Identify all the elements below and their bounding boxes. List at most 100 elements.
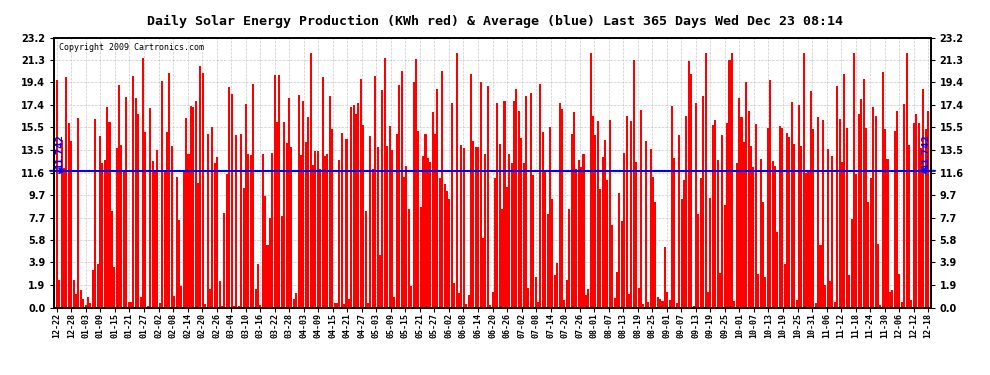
Bar [487,86,489,308]
Bar [734,301,736,307]
Bar [834,302,836,307]
Bar [901,302,903,307]
Bar [812,129,815,308]
Bar [477,147,479,308]
Bar [170,146,173,308]
Bar [219,281,221,308]
Bar [786,133,788,308]
Bar [544,170,546,308]
Bar [636,162,638,308]
Bar [599,189,601,308]
Bar [458,293,460,308]
Bar [656,297,658,307]
Bar [815,303,817,307]
Bar [705,53,707,307]
Bar [118,85,120,308]
Bar [156,150,158,308]
Bar [561,109,563,307]
Bar [808,171,810,308]
Bar [293,298,295,307]
Bar [585,295,587,307]
Bar [643,304,644,307]
Bar [697,214,699,308]
Bar [556,263,558,308]
Bar [266,244,268,308]
Bar [334,303,336,307]
Bar [842,162,843,308]
Bar [355,114,357,308]
Bar [496,103,498,308]
Bar [575,169,577,308]
Bar [55,80,57,308]
Bar [558,103,560,308]
Bar [578,160,580,308]
Bar [467,295,469,307]
Bar [822,120,824,308]
Bar [259,305,261,308]
Bar [401,71,403,308]
Bar [870,178,872,308]
Bar [195,101,197,308]
Bar [626,116,628,308]
Bar [582,154,584,308]
Bar [714,120,716,308]
Bar [372,169,374,308]
Text: 11.742: 11.742 [922,134,931,169]
Bar [685,116,687,308]
Bar [513,101,515,308]
Bar [516,89,518,308]
Bar [403,177,405,308]
Bar [796,300,798,307]
Bar [276,122,278,308]
Bar [621,221,623,308]
Bar [707,292,709,308]
Bar [832,156,834,308]
Bar [654,202,656,308]
Bar [331,129,334,308]
Bar [879,305,881,308]
Bar [661,301,663,307]
Bar [446,191,448,308]
Bar [264,196,266,308]
Bar [825,285,827,308]
Bar [649,149,651,308]
Bar [742,142,744,308]
Bar [592,116,594,308]
Bar [126,97,128,308]
Bar [111,211,113,308]
Bar [886,159,889,308]
Bar [432,111,434,308]
Bar [89,303,91,307]
Bar [87,297,89,307]
Bar [862,79,864,308]
Bar [307,117,309,308]
Bar [168,74,170,308]
Bar [384,58,386,308]
Bar [444,184,446,308]
Bar [837,86,839,308]
Bar [138,114,140,308]
Bar [580,167,582,308]
Bar [288,98,290,308]
Bar [764,277,766,308]
Bar [546,214,548,308]
Bar [336,303,338,307]
Bar [678,135,680,308]
Bar [855,174,857,308]
Bar [350,106,352,308]
Bar [281,216,283,308]
Bar [651,177,654,308]
Bar [187,154,189,308]
Bar [501,209,503,308]
Bar [551,200,553,308]
Bar [839,119,841,308]
Bar [82,299,84,307]
Bar [915,114,918,308]
Bar [158,303,160,307]
Bar [393,297,395,307]
Bar [376,147,378,308]
Bar [518,111,520,308]
Bar [845,128,847,308]
Bar [257,264,259,308]
Bar [185,118,187,308]
